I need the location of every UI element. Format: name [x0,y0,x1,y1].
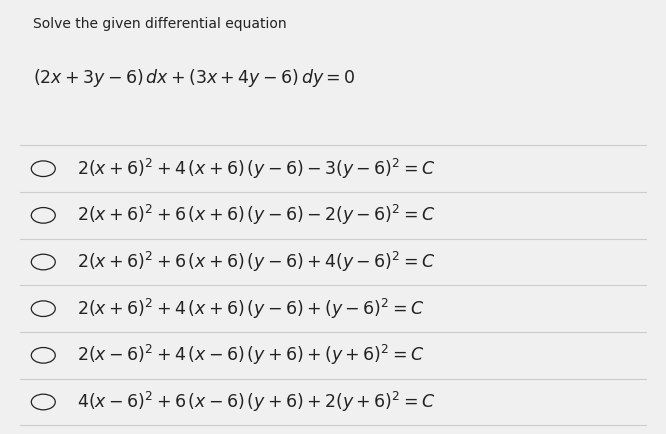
Text: $2(x+6)^2 + 6\,(x+6)\,(y-6) + 4(y-6)^2 = C$: $2(x+6)^2 + 6\,(x+6)\,(y-6) + 4(y-6)^2 =… [77,250,435,274]
Text: $2(x+6)^2 + 4\,(x+6)\,(y-6) - 3(y-6)^2 = C$: $2(x+6)^2 + 4\,(x+6)\,(y-6) - 3(y-6)^2 =… [77,157,435,181]
Text: $2(x-6)^2 + 4\,(x-6)\,(y+6) + (y+6)^2 = C$: $2(x-6)^2 + 4\,(x-6)\,(y+6) + (y+6)^2 = … [77,343,424,368]
Text: $2(x+6)^2 + 6\,(x+6)\,(y-6) - 2(y-6)^2 = C$: $2(x+6)^2 + 6\,(x+6)\,(y-6) - 2(y-6)^2 =… [77,203,435,227]
Text: $4(x-6)^2 + 6\,(x-6)\,(y+6) + 2(y+6)^2 = C$: $4(x-6)^2 + 6\,(x-6)\,(y+6) + 2(y+6)^2 =… [77,390,435,414]
Text: $(2x + 3y - 6)\,dx + (3x + 4y - 6)\,dy = 0$: $(2x + 3y - 6)\,dx + (3x + 4y - 6)\,dy =… [33,67,356,89]
Text: Solve the given differential equation: Solve the given differential equation [33,17,287,31]
Text: $2(x+6)^2 + 4\,(x+6)\,(y-6) + (y-6)^2 = C$: $2(x+6)^2 + 4\,(x+6)\,(y-6) + (y-6)^2 = … [77,296,424,321]
